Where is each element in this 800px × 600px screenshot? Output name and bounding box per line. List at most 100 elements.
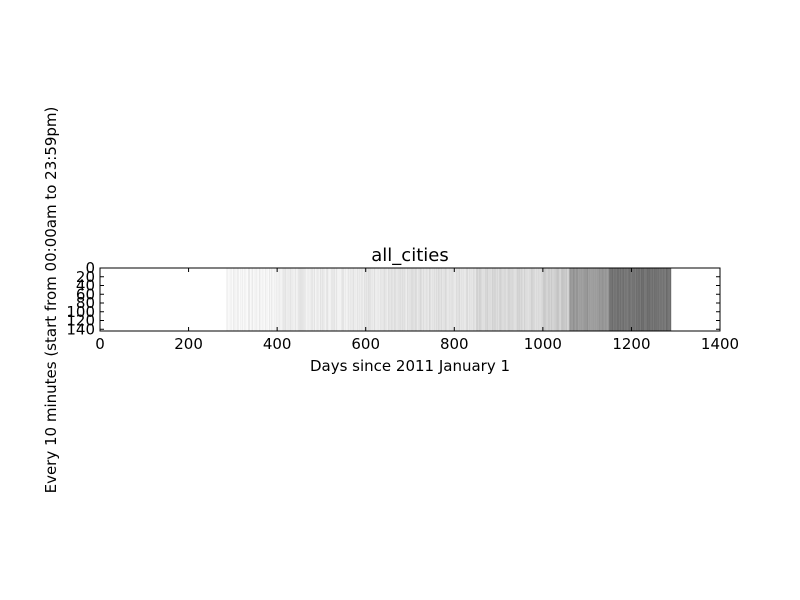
heatmap-column — [271, 268, 272, 331]
heatmap-column — [551, 268, 552, 331]
heatmap-column — [641, 268, 642, 331]
x-tick-label: 400 — [263, 335, 292, 353]
heatmap-column — [321, 268, 322, 331]
heatmap-column — [468, 268, 469, 331]
heatmap-column — [433, 268, 434, 331]
heatmap-column — [365, 268, 366, 331]
heatmap-column — [491, 268, 492, 331]
heatmap-column — [390, 268, 391, 331]
heatmap-column — [349, 268, 350, 331]
heatmap-column — [379, 268, 380, 331]
y-axis-title: Every 10 minutes (start from 00:00am to … — [42, 107, 60, 494]
heatmap-column — [432, 268, 433, 331]
heatmap-column — [589, 268, 590, 331]
heatmap-column — [424, 268, 425, 331]
heatmap-column — [568, 268, 569, 331]
heatmap-column — [288, 268, 289, 331]
heatmap-column — [340, 268, 341, 331]
x-tick-label: 200 — [174, 335, 203, 353]
heatmap-column — [446, 268, 447, 331]
heatmap-column — [259, 268, 260, 331]
heatmap-column — [250, 268, 251, 331]
heatmap-column — [316, 268, 317, 331]
heatmap-column — [600, 268, 601, 331]
heatmap-column — [314, 268, 315, 331]
heatmap-column — [658, 268, 659, 331]
heatmap-column — [251, 268, 252, 331]
heatmap-column — [467, 268, 468, 331]
heatmap-column — [326, 268, 327, 331]
heatmap-column — [458, 268, 459, 331]
heatmap-column — [361, 268, 362, 331]
heatmap-column — [553, 268, 554, 331]
heatmap-column — [356, 268, 357, 331]
heatmap-column — [422, 268, 423, 331]
heatmap-column — [283, 268, 284, 331]
heatmap-column — [584, 268, 585, 331]
heatmap-column — [555, 268, 556, 331]
heatmap-column — [409, 268, 410, 331]
heatmap-column — [512, 268, 513, 331]
heatmap-column — [598, 268, 599, 331]
heatmap-column — [574, 268, 575, 331]
heatmap-column — [578, 268, 579, 331]
heatmap-column — [500, 268, 501, 331]
heatmap-column — [448, 268, 449, 331]
heatmap-column — [412, 268, 413, 331]
chart-title: all_cities — [371, 245, 448, 266]
heatmap-column — [524, 268, 525, 331]
heatmap-column — [342, 268, 343, 331]
heatmap-column — [436, 268, 437, 331]
heatmap-column — [235, 268, 236, 331]
heatmap-column — [539, 268, 540, 331]
heatmap-column — [262, 268, 263, 331]
heatmap-column — [532, 268, 533, 331]
heatmap-column — [350, 268, 351, 331]
heatmap-column — [513, 268, 514, 331]
heatmap-column — [375, 268, 376, 331]
heatmap-column — [234, 268, 235, 331]
heatmap-column — [231, 268, 232, 331]
heatmap-column — [229, 268, 230, 331]
heatmap-column — [460, 268, 461, 331]
heatmap-column — [248, 268, 249, 331]
heatmap-column — [382, 268, 383, 331]
heatmap-column — [372, 268, 373, 331]
heatmap-column — [238, 268, 239, 331]
heatmap-column — [517, 268, 518, 331]
heatmap-column — [615, 268, 616, 331]
heatmap-column — [298, 268, 299, 331]
heatmap-column — [579, 268, 580, 331]
heatmap-column — [493, 268, 494, 331]
heatmap-column — [518, 268, 519, 331]
heatmap-column — [426, 268, 427, 331]
heatmap-column — [400, 268, 401, 331]
heatmap-column — [376, 268, 377, 331]
heatmap-column — [604, 268, 605, 331]
heatmap-column — [484, 268, 485, 331]
heatmap-column — [265, 268, 266, 331]
heatmap-column — [261, 268, 262, 331]
heatmap-column — [619, 268, 620, 331]
heatmap-column — [362, 268, 363, 331]
heatmap-column — [570, 268, 571, 331]
heatmap-column — [591, 268, 592, 331]
heatmap-column — [368, 268, 369, 331]
heatmap-column — [276, 268, 277, 331]
heatmap-column — [420, 268, 421, 331]
heatmap-column — [595, 268, 596, 331]
heatmap-column — [443, 268, 444, 331]
heatmap-column — [243, 268, 244, 331]
heatmap-column — [336, 268, 337, 331]
heatmap-column — [662, 268, 663, 331]
heatmap-column — [627, 268, 628, 331]
heatmap-column — [649, 268, 650, 331]
heatmap-column — [557, 268, 558, 331]
y-tick-label: 60 — [76, 285, 95, 303]
heatmap-column — [334, 268, 335, 331]
heatmap-column — [528, 268, 529, 331]
heatmap-column — [341, 268, 342, 331]
heatmap-column — [343, 268, 344, 331]
heatmap-column — [374, 268, 375, 331]
heatmap-column — [245, 268, 246, 331]
